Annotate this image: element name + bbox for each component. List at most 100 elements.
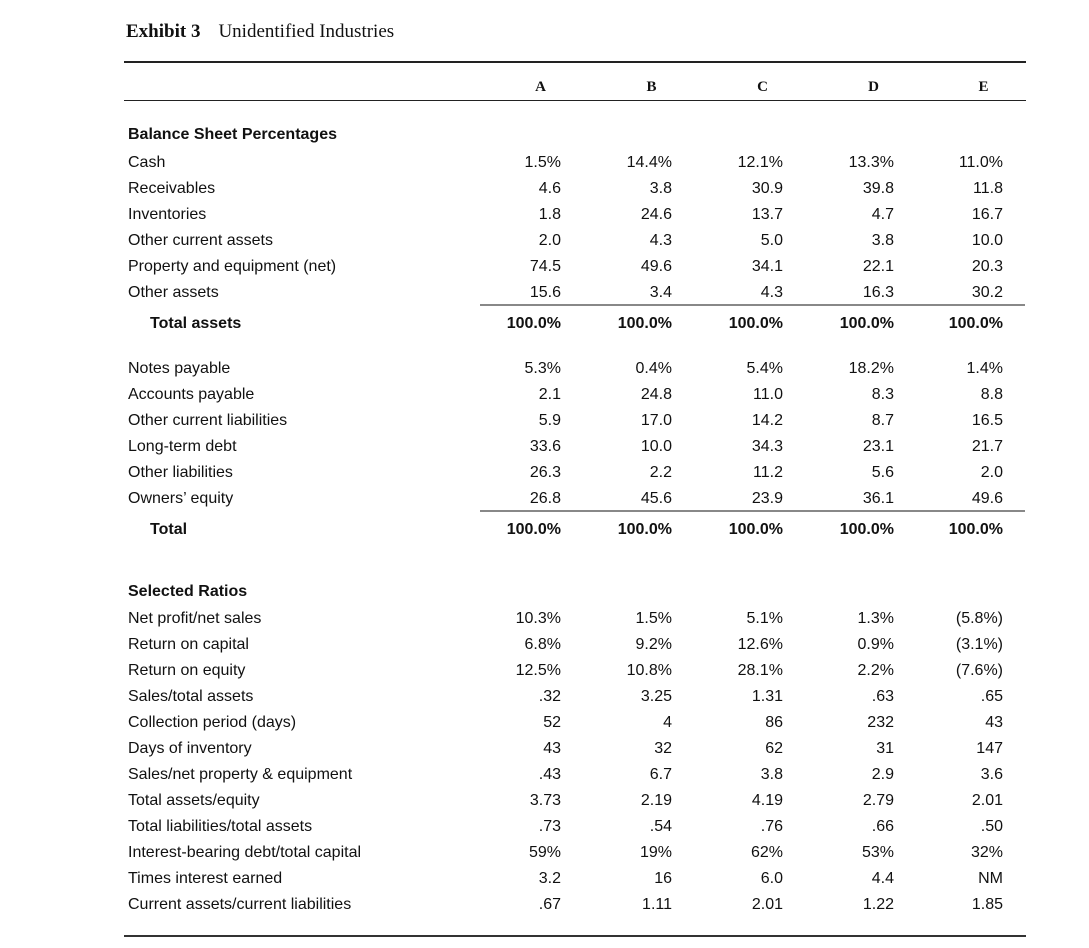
cell-d: 23.1 (862, 438, 894, 455)
cell-a: 1.5% (524, 154, 561, 171)
cell-a: 4.6 (538, 180, 561, 197)
cell-c: 86 (765, 714, 783, 731)
exhibit-name: Unidentified Industries (218, 21, 395, 42)
cell-b: 10.8% (626, 662, 672, 679)
row-label: Inventories (128, 206, 207, 223)
table-row: Total assets/equity 3.73 2.19 4.19 2.79 2.01 (124, 788, 1026, 814)
table-row: Long-term debt 33.6 10.0 34.3 23.1 21.7 (124, 434, 1026, 460)
table-row: Net profit/net sales 10.3% 1.5% 5.1% 1.3% (5.… (124, 606, 1026, 632)
cell-d: .66 (871, 818, 894, 835)
cell-d: 16.3 (813, 280, 924, 306)
cell-c: 30.9 (751, 180, 783, 197)
cell-a: 3.73 (529, 792, 561, 809)
cell-d: 36.1 (813, 486, 924, 512)
cell-d: 53% (861, 844, 894, 861)
cell-c: 2.01 (751, 896, 783, 913)
cell-e: (3.1%) (955, 636, 1003, 653)
cell-d: 2.2% (857, 662, 894, 679)
row-label: Notes payable (128, 360, 231, 377)
row-label: Collection period (days) (128, 714, 297, 731)
row-label: Cash (128, 154, 166, 171)
cell-e: 21.7 (971, 438, 1003, 455)
cell-a: 2.1 (538, 386, 561, 403)
cell-d: 39.8 (862, 180, 894, 197)
cell-c: 4.3 (702, 280, 813, 306)
row-label: Interest-bearing debt/total capital (128, 844, 362, 861)
cell-b: 49.6 (640, 258, 672, 275)
table-row: Other current assets 2.0 4.3 5.0 3.8 10.0 (124, 228, 1026, 254)
column-header-b: B (646, 79, 657, 95)
cell-d: 8.7 (871, 412, 894, 429)
cell-e: 100.0% (948, 315, 1003, 332)
cell-d: 5.6 (871, 464, 894, 481)
row-label: Total assets (150, 315, 242, 332)
cell-b: 1.5% (635, 610, 672, 627)
cell-e: 1.4% (966, 360, 1003, 377)
cell-b: 100.0% (617, 315, 672, 332)
cell-a: .43 (538, 766, 561, 783)
cell-e: 20.3 (971, 258, 1003, 275)
cell-b: 16 (654, 870, 672, 887)
cell-b: 100.0% (617, 521, 672, 538)
cell-b: 4 (663, 714, 672, 731)
table-row: Current assets/current liabilities .67 1.1… (124, 892, 1026, 918)
row-label: Long-term debt (128, 438, 237, 455)
table-row: Collection period (days) 52 4 86 232 43 (124, 710, 1026, 736)
cell-e: 16.5 (971, 412, 1003, 429)
cell-c: 28.1% (737, 662, 783, 679)
bottom-rule (124, 935, 1026, 937)
cell-b: 6.7 (649, 766, 672, 783)
table-row: Property and equipment (net) 74.5 49.6 34.1… (124, 254, 1026, 280)
column-header-e: E (978, 79, 989, 95)
cell-c: 5.4% (746, 360, 783, 377)
cell-e: 1.85 (971, 896, 1003, 913)
cell-c: 4.19 (751, 792, 783, 809)
cell-e: 10.0 (971, 232, 1003, 249)
cell-b: 0.4% (635, 360, 672, 377)
cell-e: .65 (980, 688, 1003, 705)
cell-c: 11.0 (753, 386, 783, 403)
cell-c: 11.2 (753, 464, 783, 481)
cell-c: 100.0% (728, 521, 783, 538)
cell-d: .63 (871, 688, 894, 705)
cell-b: 2.19 (640, 792, 672, 809)
cell-c: 12.1% (737, 154, 783, 171)
header-spacer (124, 63, 480, 100)
cell-e: 30.2 (924, 280, 1025, 306)
cell-a: 3.2 (538, 870, 561, 887)
cell-d: 18.2% (848, 360, 894, 377)
cell-d: 3.8 (871, 232, 894, 249)
table-row: Sales/total assets .32 3.25 1.31 .63 .65 (124, 684, 1026, 710)
cell-c: 3.8 (760, 766, 783, 783)
row-label: Times interest earned (128, 870, 283, 887)
cell-b: 19% (639, 844, 672, 861)
cell-c: 1.31 (751, 688, 783, 705)
cell-b: .54 (649, 818, 672, 835)
cell-a: 26.3 (529, 464, 561, 481)
column-header-row: A B C D E (124, 61, 1026, 101)
cell-a: 26.8 (480, 486, 591, 512)
table-row: Notes payable 5.3% 0.4% 5.4% 18.2% 1.4% (124, 356, 1026, 382)
row-label: Return on equity (128, 662, 246, 679)
row-label: Return on capital (128, 636, 249, 653)
row-label: Other current liabilities (128, 412, 288, 429)
cell-a: 100.0% (506, 521, 561, 538)
row-label: Days of inventory (128, 740, 252, 757)
row-label: Total (150, 521, 188, 538)
cell-c: .76 (760, 818, 783, 835)
table-row: Accounts payable 2.1 24.8 11.0 8.3 8.8 (124, 382, 1026, 408)
cell-d: 0.9% (857, 636, 894, 653)
cell-b: 32 (654, 740, 672, 757)
cell-a: 59% (528, 844, 561, 861)
cell-b: 4.3 (649, 232, 672, 249)
row-label: Sales/total assets (128, 688, 254, 705)
cell-a: .73 (538, 818, 561, 835)
cell-e: NM (978, 870, 1003, 887)
cell-c: 100.0% (728, 315, 783, 332)
cell-e: 43 (985, 714, 1003, 731)
row-label: Accounts payable (128, 386, 255, 403)
cell-c: 14.2 (751, 412, 783, 429)
cell-c: 5.0 (760, 232, 783, 249)
table-row: Sales/net property & equipment .43 6.7 3.8 2… (124, 762, 1026, 788)
row-label: Owners’ equity (128, 490, 234, 507)
